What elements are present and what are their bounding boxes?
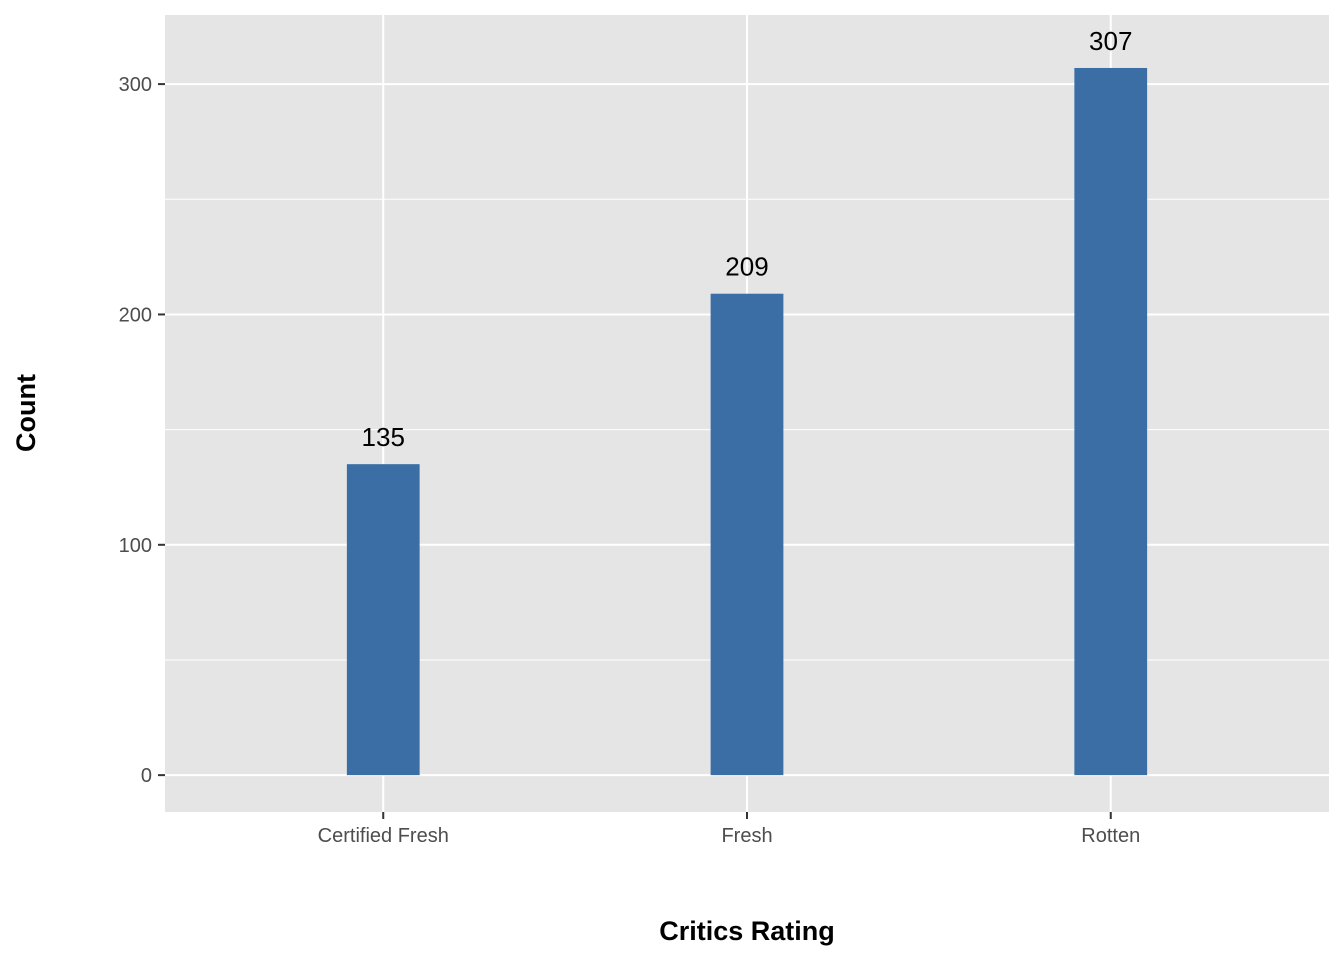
y-axis-title: Count	[11, 374, 41, 452]
data-label-layer: 135 209 307	[362, 26, 1133, 452]
x-axis-title: Critics Rating	[659, 916, 835, 946]
data-label: 209	[725, 252, 768, 282]
x-tick-label: Certified Fresh	[318, 825, 449, 847]
data-label: 135	[362, 422, 405, 452]
y-tick-label: 100	[119, 535, 152, 557]
bar-layer	[346, 67, 1148, 776]
y-tick-label: 300	[119, 74, 152, 96]
y-tick-label: 0	[141, 765, 152, 787]
x-tick-label: Fresh	[721, 825, 772, 847]
data-label: 307	[1089, 26, 1132, 56]
bar-rotten	[1074, 67, 1148, 776]
y-tick-label: 200	[119, 304, 152, 326]
x-tick-label: Rotten	[1081, 825, 1140, 847]
bar-fresh	[710, 293, 784, 776]
axis-layer: 0 100 200 300 Certified Fresh Fresh Rotten	[119, 74, 1141, 847]
bar-certified-fresh	[346, 464, 420, 776]
